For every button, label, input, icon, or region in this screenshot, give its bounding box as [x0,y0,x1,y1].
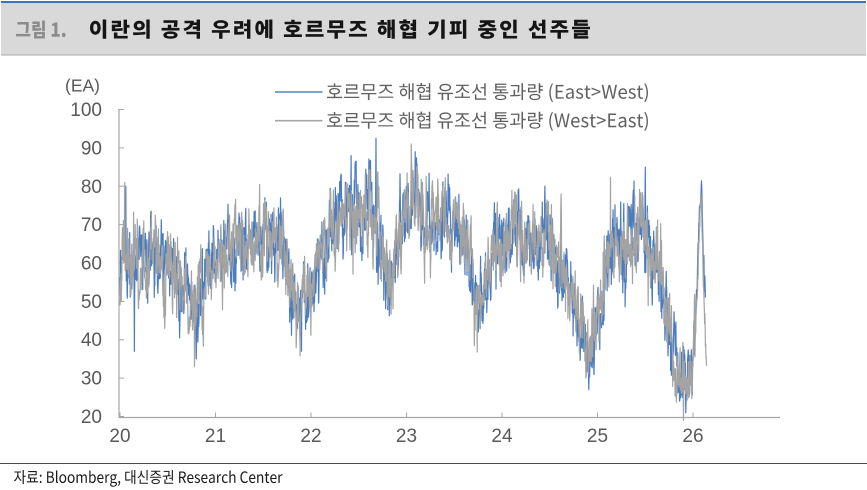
svg-text:22: 22 [300,426,321,447]
svg-text:21: 21 [205,426,226,447]
svg-text:26: 26 [682,426,703,447]
svg-text:30: 30 [81,369,102,390]
svg-text:20: 20 [81,407,102,428]
svg-text:25: 25 [587,426,608,447]
svg-text:50: 50 [81,292,102,313]
svg-text:24: 24 [491,426,513,447]
svg-text:90: 90 [81,138,102,159]
svg-text:70: 70 [81,215,102,236]
svg-text:23: 23 [396,426,417,447]
svg-text:100: 100 [70,100,102,121]
svg-text:40: 40 [81,330,102,351]
svg-text:20: 20 [109,426,130,447]
svg-text:60: 60 [81,254,102,275]
svg-text:80: 80 [81,177,102,198]
svg-text:(EA): (EA) [65,76,100,96]
